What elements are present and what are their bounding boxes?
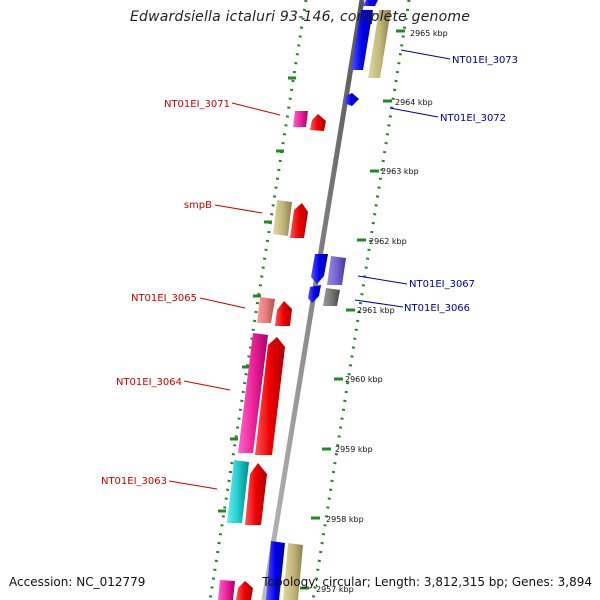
gene-feature[interactable]: [363, 0, 378, 6]
gene-feature[interactable]: [308, 285, 321, 303]
genome-summary: Topology: circular; Length: 3,812,315 bp…: [262, 575, 592, 589]
gene-feature[interactable]: [283, 543, 303, 600]
gene-feature[interactable]: [275, 301, 292, 326]
gene-feature[interactable]: [257, 297, 275, 323]
scale-label: 2961 kbp: [357, 306, 395, 315]
gene-feature[interactable]: [323, 288, 340, 306]
scale-label: 2964 kbp: [395, 98, 433, 107]
map-title: Edwardsiella ictaluri 93-146, complete g…: [129, 9, 471, 25]
gene-label-reverse[interactable]: NT01EI_3071: [164, 99, 230, 110]
scale-label: 2962 kbp: [369, 237, 407, 246]
gene-label-reverse[interactable]: smpB: [184, 200, 212, 211]
scale-label: 2958 kbp: [326, 515, 364, 524]
inner-tick-marks: [218, 76, 296, 513]
scale-label: 2957 kbp: [316, 585, 354, 594]
scale-tick-marks: [300, 29, 405, 590]
gene-feature[interactable]: [368, 10, 391, 78]
scale-label: 2965 kbp: [410, 29, 448, 38]
gene-label-forward[interactable]: NT01EI_3066: [404, 303, 470, 314]
gene-feature[interactable]: [227, 460, 249, 523]
gene-feature[interactable]: [236, 581, 253, 600]
gene-feature[interactable]: [344, 93, 359, 106]
gene-feature[interactable]: [290, 203, 308, 238]
gene-feature[interactable]: [266, 541, 285, 600]
scale-label: 2959 kbp: [335, 445, 373, 454]
gene-label-reverse[interactable]: NT01EI_3063: [101, 476, 167, 487]
gene-feature[interactable]: [327, 256, 346, 285]
gene-feature[interactable]: [255, 337, 285, 455]
gene-feature[interactable]: [293, 111, 308, 127]
gene-label-forward[interactable]: NT01EI_3073: [452, 55, 518, 66]
gene-feature[interactable]: [351, 10, 373, 70]
accession-text: Accession: NC_012779: [9, 575, 146, 589]
gene-feature[interactable]: [245, 463, 267, 525]
gene-feature[interactable]: [238, 333, 268, 453]
gene-label-forward[interactable]: NT01EI_3067: [409, 279, 475, 290]
scale-label: 2963 kbp: [381, 167, 419, 176]
gene-feature[interactable]: [273, 200, 292, 236]
scale-label: 2960 kbp: [345, 375, 383, 384]
gene-feature[interactable]: [218, 580, 235, 600]
gene-label-forward[interactable]: NT01EI_3072: [440, 113, 506, 124]
gene-label-reverse[interactable]: NT01EI_3064: [116, 377, 182, 388]
reverse-features: [218, 111, 326, 600]
gene-label-reverse[interactable]: NT01EI_3065: [131, 293, 197, 304]
label-leaders: [168, 49, 451, 490]
gene-feature[interactable]: [311, 254, 328, 284]
gene-feature[interactable]: [310, 114, 326, 131]
forward-features: [266, 0, 391, 600]
